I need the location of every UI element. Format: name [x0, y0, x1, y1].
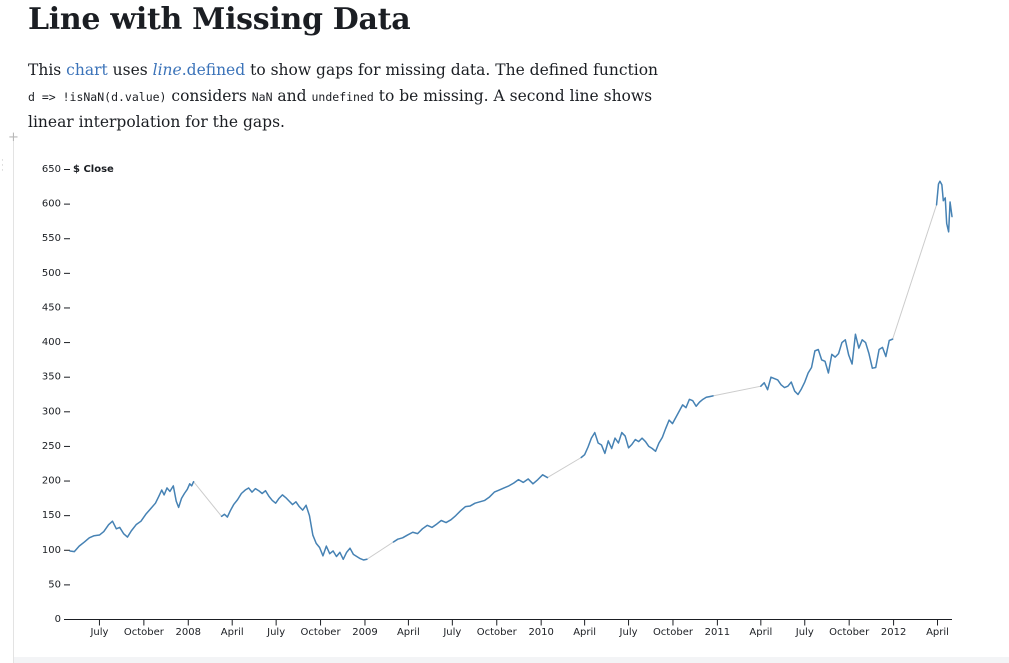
y-axis: 0 50 100 150 200 250 300 350 400 450 500 550 600 650 $… [42, 164, 114, 625]
close-line-segment [220, 487, 368, 561]
close-series [69, 180, 953, 561]
y-tick-label: 450 [42, 302, 61, 313]
line-defined-link-italic: line [152, 61, 182, 79]
y-tick-label: 650 [42, 164, 61, 175]
x-tick-label: July [619, 627, 638, 638]
interpolation-line [69, 180, 953, 561]
chart-link[interactable]: chart [66, 61, 108, 79]
y-tick-label: 250 [42, 441, 61, 452]
y-tick-label: 100 [42, 545, 61, 556]
intro-paragraph: This chart uses line.defined to show gap… [28, 58, 668, 136]
x-tick-label: 2012 [881, 627, 906, 638]
x-tick-label: April [221, 627, 244, 638]
drag-handle-icon[interactable]: · · · [1, 156, 4, 176]
intro-text: and [272, 86, 312, 105]
nan-code: NaN [251, 89, 273, 104]
x-tick-label: April [749, 627, 772, 638]
y-tick-label: 150 [42, 510, 61, 521]
undefined-code: undefined [311, 89, 374, 104]
x-tick-label: 2010 [528, 627, 553, 638]
x-tick-label: April [573, 627, 596, 638]
page-title: Line with Missing Data [28, 2, 411, 37]
close-line-segment [935, 180, 953, 233]
x-tick-label: July [89, 627, 108, 638]
x-tick-label: July [442, 627, 461, 638]
y-tick-label: 350 [42, 372, 61, 383]
intro-text: This [28, 61, 67, 79]
x-tick-label: October [829, 627, 870, 638]
line-defined-link[interactable]: line.defined [153, 61, 246, 79]
close-line-segment [760, 333, 894, 396]
x-tick-label: 2011 [705, 627, 730, 638]
interpolation-series [69, 180, 953, 561]
x-tick-label: 2008 [176, 627, 201, 638]
line-defined-link-suffix: .defined [181, 61, 246, 79]
cell-gutter-line [13, 138, 14, 663]
intro-text: to show gaps for missing data. The defin… [245, 61, 659, 79]
close-line-segment [392, 474, 549, 543]
x-tick-label: April [397, 627, 420, 638]
y-tick-label: 0 [55, 614, 61, 625]
x-tick-label: October [124, 627, 165, 638]
x-tick-label: October [477, 627, 518, 638]
cell-footer-bar [14, 657, 1009, 663]
y-tick-label: 500 [42, 268, 61, 279]
x-tick-label: July [795, 627, 814, 638]
add-cell-icon[interactable]: + [8, 130, 19, 145]
y-tick-label: 200 [42, 476, 61, 487]
y-tick-label: 300 [42, 406, 61, 417]
line-chart: 0 50 100 150 200 250 300 350 400 450 500 550 600 650 $… [42, 164, 953, 638]
x-tick-label: October [301, 627, 342, 638]
y-tick-label: 600 [42, 199, 61, 210]
y-tick-label: 400 [42, 337, 61, 348]
x-tick-label: October [653, 627, 694, 638]
y-tick-label: 50 [48, 579, 61, 590]
intro-text: uses [107, 61, 153, 79]
y-tick-label: 550 [42, 233, 61, 244]
x-axis: July October 2008 April July October 2009 April… [70, 619, 952, 638]
x-tick-label: 2009 [352, 627, 377, 638]
defined-function-code: d => !isNaN(d.value) [28, 89, 167, 104]
close-line-segment [580, 395, 714, 459]
y-axis-label: $ Close [73, 164, 114, 175]
intro-text: considers [166, 86, 252, 105]
close-line-segment [69, 480, 195, 553]
intro-text: to be missing. A second line shows linea… [28, 86, 653, 132]
x-tick-label: April [926, 627, 949, 638]
x-tick-label: July [266, 627, 285, 638]
